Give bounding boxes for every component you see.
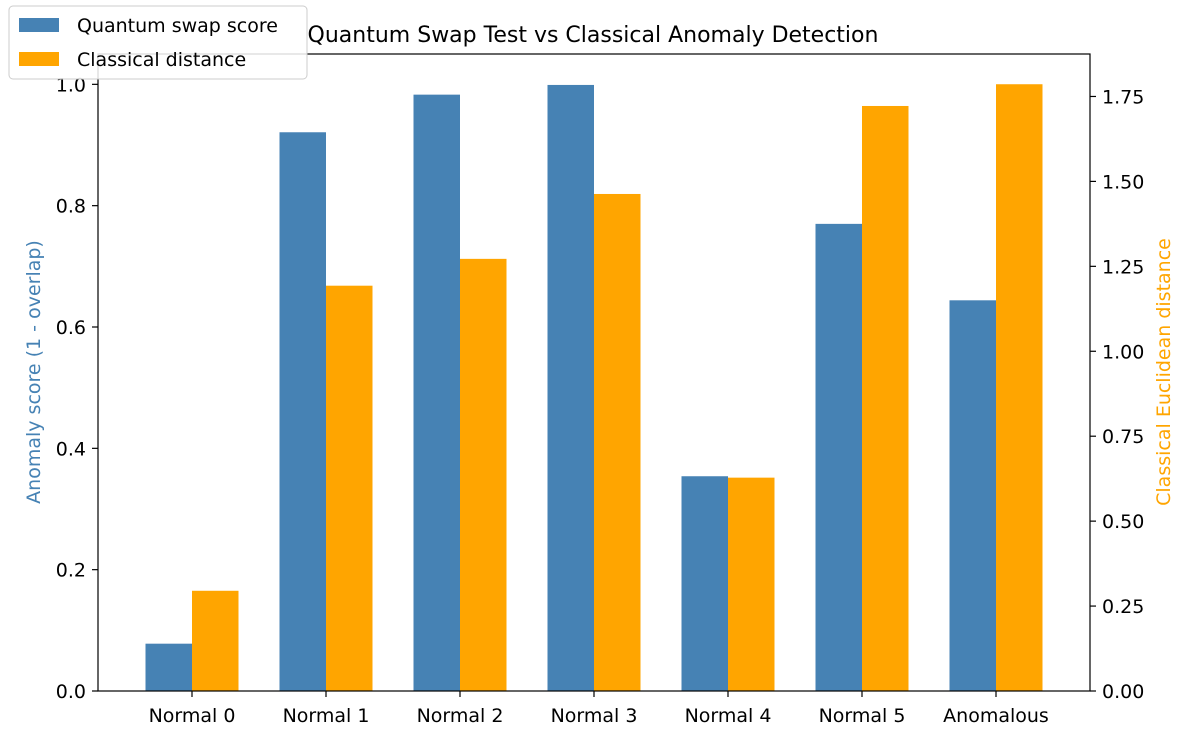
y-axis-right-ticks: 0.00 0.25 0.50 0.75 1.00 1.25 1.50 1.75	[1090, 86, 1144, 703]
bar-classical-4	[728, 477, 775, 691]
bar-classical-2	[460, 258, 507, 691]
x-tick-label-0: Normal 0	[149, 705, 236, 727]
y-axis-right-label: Classical Euclidean distance	[1153, 238, 1175, 506]
bar-classical-0	[192, 590, 239, 691]
y2-tick-label-4: 1.00	[1102, 341, 1144, 363]
y-tick-label-1: 0.2	[56, 560, 86, 582]
x-axis-ticks: Normal 0 Normal 1 Normal 2 Normal 3 Normal 4…	[149, 691, 1049, 727]
bar-quantum-3	[547, 84, 594, 691]
legend: Quantum swap score Classical distance	[8, 5, 308, 80]
y-tick-label-5: 1.0	[56, 74, 86, 96]
y-tick-label-0: 0.0	[56, 681, 86, 703]
x-tick-label-1: Normal 1	[283, 705, 370, 727]
y2-tick-label-3: 0.75	[1102, 426, 1144, 448]
y2-tick-label-6: 1.50	[1102, 171, 1144, 193]
x-tick-label-4: Normal 4	[685, 705, 772, 727]
bar-classical-1	[326, 285, 373, 691]
legend-box	[8, 5, 308, 80]
x-tick-label-2: Normal 2	[417, 705, 504, 727]
y2-tick-label-0: 0.00	[1102, 681, 1144, 703]
chart-title: Quantum Swap Test vs Classical Anomaly D…	[308, 23, 879, 48]
y-tick-label-4: 0.8	[56, 196, 86, 218]
bar-quantum-1	[279, 132, 326, 691]
plot-frame	[97, 53, 1091, 692]
bar-quantum-4	[681, 476, 728, 691]
y-axis-left-ticks: 0.0 0.2 0.4 0.6 0.8 1.0	[56, 74, 98, 703]
legend-label-quantum: Quantum swap score	[77, 15, 278, 37]
legend-swatch-classical	[19, 52, 59, 66]
bar-classical-5	[862, 105, 909, 692]
legend-swatch-quantum	[19, 18, 59, 32]
bar-classical-6	[996, 84, 1043, 691]
bar-classical-3	[594, 193, 641, 691]
y-axis-left-label: Anomaly score (1 - overlap)	[23, 240, 45, 504]
y2-tick-label-1: 0.25	[1102, 596, 1144, 618]
bar-quantum-5	[815, 223, 862, 691]
x-tick-label-3: Normal 3	[551, 705, 638, 727]
y2-tick-label-5: 1.25	[1102, 256, 1144, 278]
bar-quantum-6	[949, 300, 996, 691]
bars-group	[145, 84, 1043, 692]
legend-label-classical: Classical distance	[77, 49, 246, 71]
bar-quantum-0	[145, 643, 192, 691]
x-tick-label-6: Anomalous	[943, 705, 1049, 727]
y2-tick-label-2: 0.50	[1102, 511, 1144, 533]
x-tick-label-5: Normal 5	[819, 705, 906, 727]
y-tick-label-3: 0.6	[56, 317, 86, 339]
bar-quantum-2	[413, 94, 460, 691]
y-tick-label-2: 0.4	[56, 438, 86, 460]
y2-tick-label-7: 1.75	[1102, 86, 1144, 108]
